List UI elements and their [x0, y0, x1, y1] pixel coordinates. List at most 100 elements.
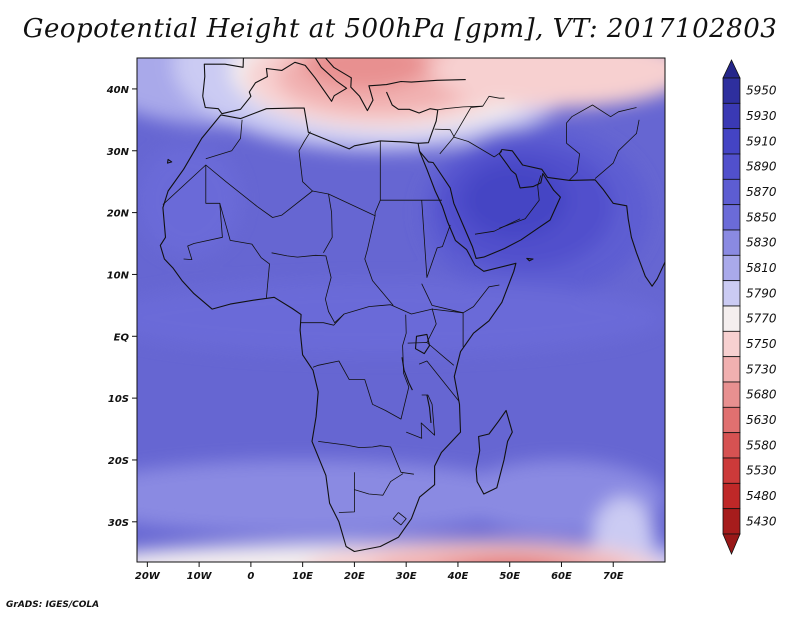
country-border	[318, 441, 414, 475]
country-border	[205, 131, 313, 218]
height-field-patch	[137, 459, 536, 535]
colorbar-swatch	[722, 406, 741, 434]
height-field-patch	[379, 546, 620, 562]
country-border	[312, 140, 381, 217]
colorbar-swatch	[722, 432, 741, 459]
colorbar-swatch	[722, 204, 741, 231]
country-border	[407, 342, 455, 366]
colorbar-swatch	[722, 178, 741, 206]
lon-tick-label: 20W	[135, 571, 161, 582]
europe-turkey-coastline	[202, 58, 244, 97]
country-border	[566, 104, 637, 181]
colorbar-label: 5790	[746, 286, 777, 300]
colorbar-label: 5530	[746, 464, 777, 478]
lon-tick-label: 30E	[396, 571, 417, 582]
colorbar-label: 5830	[746, 236, 777, 250]
country-border	[439, 105, 483, 155]
colorbar-label: 5480	[746, 489, 777, 503]
colorbar-label: 5580	[746, 438, 777, 452]
country-border	[219, 203, 270, 298]
lat-tick-label: 10S	[108, 394, 129, 405]
colorbar-swatch	[722, 330, 741, 358]
field-layer	[123, 58, 665, 562]
country-border	[312, 314, 410, 420]
country-border	[474, 218, 521, 235]
lon-tick-label: 70E	[603, 571, 624, 582]
colorbar-swatch	[722, 508, 741, 535]
colorbar-label: 5730	[746, 362, 777, 376]
height-field-patch	[451, 555, 568, 562]
lon-tick-label: 40E	[447, 571, 469, 582]
country-border	[499, 175, 542, 229]
colorbar-swatch	[722, 102, 741, 130]
colorbar-label: 5910	[746, 134, 777, 148]
lat-tick-label: 30S	[108, 518, 129, 529]
lon-tick-label: 10W	[187, 571, 213, 582]
lon-tick-label: 50E	[499, 571, 520, 582]
lat-tick-label: 40N	[106, 85, 130, 96]
colorbar-label: 5680	[746, 388, 777, 402]
height-field-patch	[302, 58, 427, 89]
canary-islands	[166, 158, 173, 164]
colorbar-swatch	[722, 77, 741, 104]
colorbar-swatch	[722, 457, 741, 484]
lon-tick-label: 60E	[551, 571, 572, 582]
lat-tick-label: 30N	[107, 147, 130, 158]
country-border	[418, 360, 460, 402]
colorbar-max-arrow	[722, 59, 741, 79]
arabia-coastline	[419, 148, 665, 287]
country-border	[482, 95, 505, 107]
madagascar-coastline	[475, 409, 513, 495]
colorbar-label: 5870	[746, 185, 777, 199]
plot-frame	[136, 57, 666, 563]
colorbar-label: 5430	[746, 514, 777, 528]
lon-tick-label: 10E	[292, 571, 313, 582]
colorbar-label: 5810	[746, 261, 777, 275]
grads-credit: GrADS: IGES/COLA	[6, 600, 100, 610]
height-field-patch	[137, 280, 665, 355]
country-border	[364, 215, 394, 306]
country-border	[162, 164, 223, 260]
colorbar-label: 5950	[746, 84, 777, 98]
colorbar-swatch	[722, 153, 741, 180]
lake-victoria	[414, 333, 431, 355]
longitude-axis: 20W 10W 0 10E 20E 30E 40E 50E 60E 70E	[135, 562, 624, 582]
country-border	[354, 473, 404, 496]
lon-tick-label: 20E	[344, 571, 365, 582]
country-border	[406, 394, 435, 439]
height-field-patch	[432, 58, 665, 108]
map-title: Geopotential Height at 500hPa [gpm], VT:…	[22, 14, 778, 44]
country-border	[392, 512, 407, 526]
country-border	[323, 193, 333, 253]
lat-tick-label: 10N	[107, 270, 130, 281]
country-border	[300, 313, 345, 326]
lat-tick-label: 20S	[108, 456, 129, 467]
colorbar-swatch	[722, 305, 741, 332]
colorbar: 5950 5930 5910 5890 5870 5850 5830 5810 5790 5770…	[722, 59, 777, 556]
coastlines	[123, 58, 665, 553]
country-border	[421, 200, 451, 278]
colorbar-label: 5630	[746, 413, 777, 427]
country-border	[594, 119, 640, 179]
country-border	[338, 472, 355, 513]
colorbar-swatch	[722, 381, 741, 408]
country-border	[426, 308, 437, 343]
colorbar-swatch	[722, 229, 741, 256]
country-border	[437, 105, 483, 111]
country-border	[205, 119, 243, 160]
lat-tick-label: 20N	[107, 209, 130, 220]
anatolia-south-coastline	[385, 91, 439, 144]
africa-coastline	[159, 107, 517, 553]
lake-malawi	[426, 394, 432, 423]
colorbar-swatch	[722, 254, 741, 282]
latitude-axis: 40N 30N 20N 10N EQ 10S 20S 30S	[106, 85, 137, 529]
colorbar-swatch	[722, 128, 741, 155]
cape-verde-islands	[123, 234, 130, 245]
country-border	[421, 283, 500, 314]
colorbar-label: 5850	[746, 210, 777, 224]
lon-tick-label: 0	[247, 571, 254, 582]
colorbar-min-arrow	[722, 533, 741, 556]
iberia-south-coastline	[202, 58, 466, 115]
colorbar-label: 5890	[746, 160, 777, 174]
